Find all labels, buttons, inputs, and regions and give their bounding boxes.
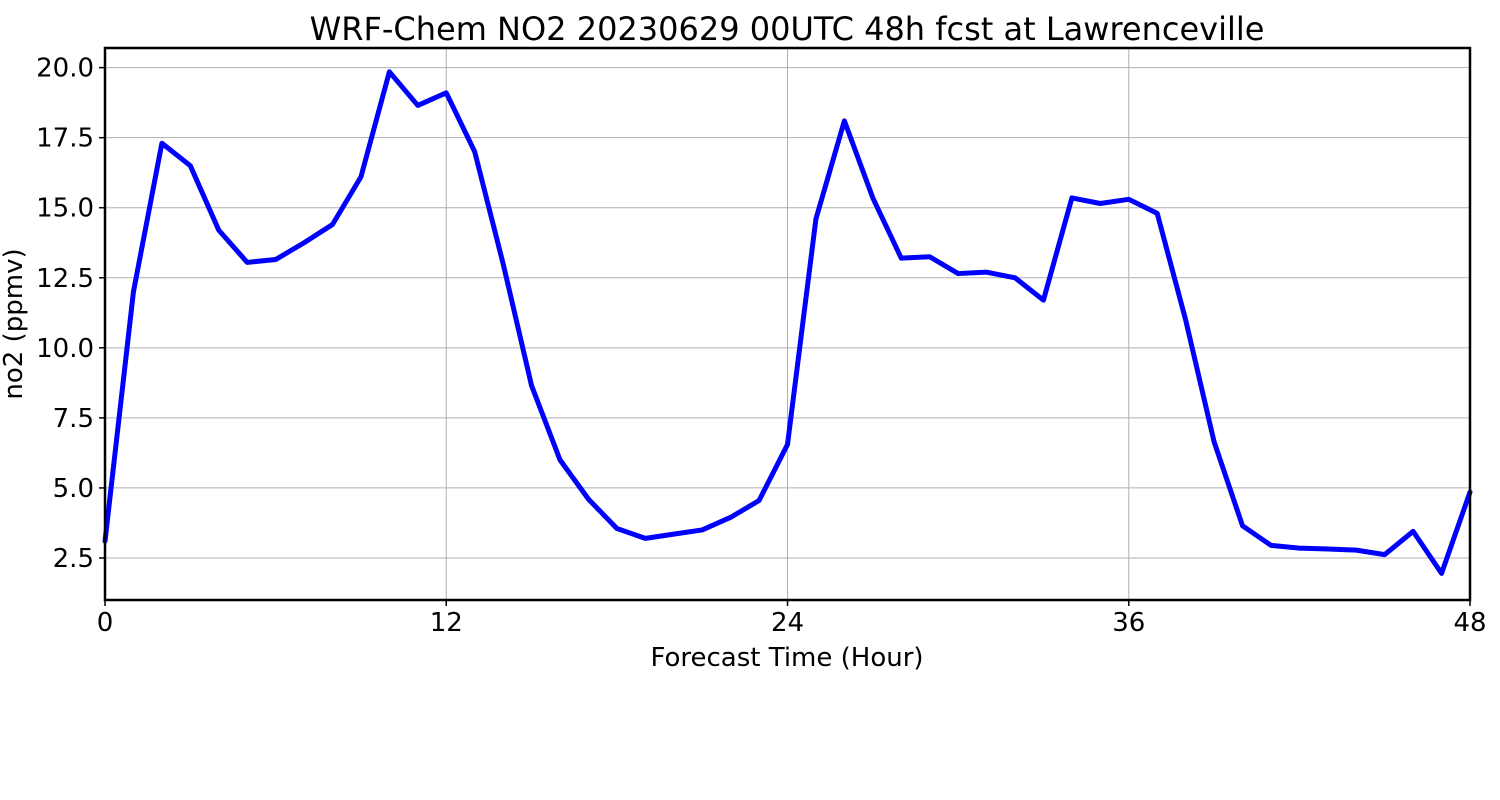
series-layer (102, 69, 1473, 576)
y-tick-label: 5.0 (53, 474, 94, 504)
y-tick-label: 2.5 (53, 544, 94, 574)
x-axis-label: Forecast Time (Hour) (650, 643, 923, 673)
y-tick-label: 20.0 (36, 54, 94, 84)
y-tick-label: 10.0 (36, 334, 94, 364)
chart-title: WRF-Chem NO2 20230629 00UTC 48h fcst at … (310, 10, 1265, 48)
y-tick-label: 12.5 (36, 264, 94, 294)
y-axis-label: no2 (ppmv) (0, 248, 29, 399)
x-tick-label: 0 (97, 608, 114, 638)
y-tick-label: 7.5 (53, 404, 94, 434)
no2-series-line (102, 69, 1473, 576)
y-tick-label: 15.0 (36, 194, 94, 224)
grid-lines (104, 48, 1471, 600)
x-tick-label: 12 (430, 608, 463, 638)
y-tick-label: 17.5 (36, 124, 94, 154)
x-tick-label: 36 (1112, 608, 1145, 638)
x-axis-ticks: 0 12 24 36 48 (97, 600, 1487, 638)
x-tick-label: 24 (771, 608, 804, 638)
x-tick-label: 48 (1453, 608, 1486, 638)
y-axis-ticks: 2.5 5.0 7.5 10.0 12.5 15.0 17.5 20.0 (36, 54, 105, 574)
